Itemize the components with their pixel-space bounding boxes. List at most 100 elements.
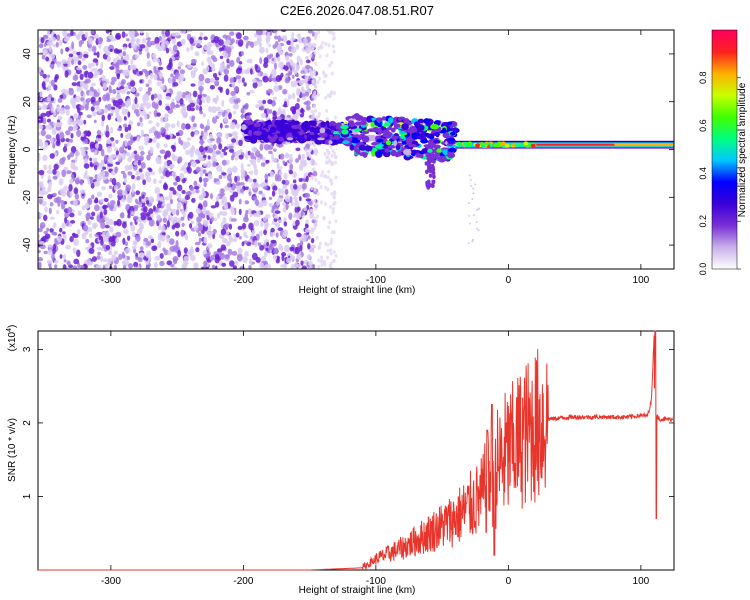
spectrogram-noise-cell xyxy=(110,126,114,134)
spectrogram-signal-cell xyxy=(470,184,473,187)
spectrogram-noise-cell xyxy=(126,197,133,204)
spectrogram-noise-cell xyxy=(91,256,97,262)
spectrogram-signal-cell xyxy=(286,132,294,139)
spectrogram-noise-cell xyxy=(140,122,144,127)
spectrogram-noise-cell xyxy=(135,252,139,258)
spectrogram-noise-cell xyxy=(278,219,283,223)
spectrogram-noise-cell xyxy=(190,83,196,87)
spectrogram-noise-cell xyxy=(230,154,235,161)
spectrogram-noise-cell xyxy=(275,247,279,255)
spectrogram-noise-cell xyxy=(38,140,44,148)
spectrogram-noise-cell xyxy=(47,244,53,248)
spectrogram-noise-cell xyxy=(295,64,300,72)
spectrogram-noise-cell xyxy=(328,63,332,68)
spectrogram-noise-cell xyxy=(253,219,260,227)
spectrogram-noise-cell xyxy=(144,114,148,120)
spectrogram-noise-cell xyxy=(61,190,67,197)
spectrogram-noise-cell xyxy=(90,216,94,220)
spectrogram-noise-cell xyxy=(298,177,303,183)
spectrogram-noise-cell xyxy=(185,141,191,147)
spectrogram-noise-cell xyxy=(91,211,96,217)
spectrogram-noise-cell xyxy=(145,83,150,87)
spectrogram-noise-cell xyxy=(218,210,223,216)
spectrogram-noise-cell xyxy=(190,254,196,262)
spectrogram-noise-cell xyxy=(157,45,163,52)
spectrogram-noise-cell xyxy=(224,113,228,118)
spectrogram-noise-cell xyxy=(83,53,89,59)
spectrogram-signal-cell xyxy=(351,139,360,144)
spectrogram-signal-cell xyxy=(468,174,471,177)
spectrogram-noise-cell xyxy=(109,226,114,233)
spectrogram-noise-cell xyxy=(47,175,51,181)
spectrogram-noise-cell xyxy=(316,80,320,85)
spectrogram-signal-cell xyxy=(401,123,409,131)
spectrogram-noise-cell xyxy=(219,87,223,93)
spectrogram-noise-cell xyxy=(165,47,170,54)
spectrogram-noise-cell xyxy=(190,220,195,225)
spectrogram-signal-cell xyxy=(319,127,326,134)
spectrogram-noise-cell xyxy=(291,46,297,54)
spectrogram-noise-cell xyxy=(149,72,154,80)
spectrogram-noise-cell xyxy=(259,262,265,269)
spectrogram-noise-cell xyxy=(74,155,78,163)
spectrogram-noise-cell xyxy=(315,214,319,219)
spectrogram-noise-cell xyxy=(315,31,319,36)
spectrogram-noise-cell xyxy=(326,248,330,253)
spectrogram-noise-cell xyxy=(113,264,118,269)
spectrogram-noise-cell xyxy=(222,217,227,224)
spectrogram-noise-cell xyxy=(89,86,94,92)
spectrogram-noise-cell xyxy=(221,99,225,108)
spectrogram-noise-cell xyxy=(185,94,189,101)
spectrogram-noise-cell xyxy=(63,31,68,38)
spectrogram-noise-cell xyxy=(126,38,130,42)
spectrogram-y-tick-label: 20 xyxy=(22,96,33,108)
spectrogram-noise-cell xyxy=(253,164,257,169)
spectrogram-noise-cell xyxy=(225,132,229,140)
spectrogram-noise-cell xyxy=(89,233,93,239)
spectrogram-noise-cell xyxy=(292,196,298,200)
spectrogram-noise-cell xyxy=(122,189,128,197)
spectrogram-noise-cell xyxy=(291,108,296,115)
spectrogram-noise-cell xyxy=(78,40,83,48)
spectrogram-noise-cell xyxy=(103,154,108,162)
spectrogram-noise-cell xyxy=(71,159,76,164)
spectrogram-noise-cell xyxy=(90,82,96,87)
spectrogram-noise-cell xyxy=(264,222,270,228)
spectrogram-noise-cell xyxy=(198,140,205,144)
spectrogram-noise-cell xyxy=(309,53,313,58)
spectrogram-noise-cell xyxy=(328,159,332,164)
spectrogram-noise-cell xyxy=(202,154,207,159)
spectrogram-noise-cell xyxy=(265,247,269,252)
spectrogram-noise-cell xyxy=(61,59,68,64)
spectrogram-x-label: Height of straight line (km) xyxy=(299,285,416,296)
spectrogram-signal-cell xyxy=(416,135,425,140)
spectrogram-noise-cell xyxy=(180,167,184,172)
spectrogram-noise-cell xyxy=(324,174,328,179)
spectrogram-noise-cell xyxy=(81,264,85,269)
spectrogram-noise-cell xyxy=(208,147,214,154)
spectrogram-noise-cell xyxy=(166,220,170,228)
spectrogram-noise-cell xyxy=(203,236,208,244)
spectrogram-noise-cell xyxy=(326,175,330,180)
spectrogram-noise-cell xyxy=(202,207,207,215)
spectrogram-noise-cell xyxy=(210,254,215,261)
spectrogram-noise-cell xyxy=(223,238,227,244)
spectrogram-noise-cell xyxy=(332,249,336,254)
spectrogram-noise-cell xyxy=(124,69,130,77)
spectrogram-noise-cell xyxy=(87,226,93,233)
spectrogram-noise-cell xyxy=(77,210,82,216)
spectrogram-noise-cell xyxy=(199,32,204,37)
carrier-blob xyxy=(510,144,516,148)
spectrogram-noise-cell xyxy=(223,74,229,82)
spectrogram-noise-cell xyxy=(334,253,338,258)
spectrogram-noise-cell xyxy=(140,150,145,156)
spectrogram-x-tick-label: -100 xyxy=(366,275,386,286)
spectrogram-noise-cell xyxy=(109,66,115,70)
spectrogram-noise-cell xyxy=(276,162,280,170)
spectrogram-noise-cell xyxy=(45,110,51,118)
spectrogram-noise-cell xyxy=(325,255,329,260)
spectrogram-signal-cell xyxy=(335,122,342,127)
spectrogram-noise-cell xyxy=(286,257,291,264)
spectrogram-signal-cell xyxy=(342,140,350,145)
spectrogram-noise-cell xyxy=(65,130,71,136)
